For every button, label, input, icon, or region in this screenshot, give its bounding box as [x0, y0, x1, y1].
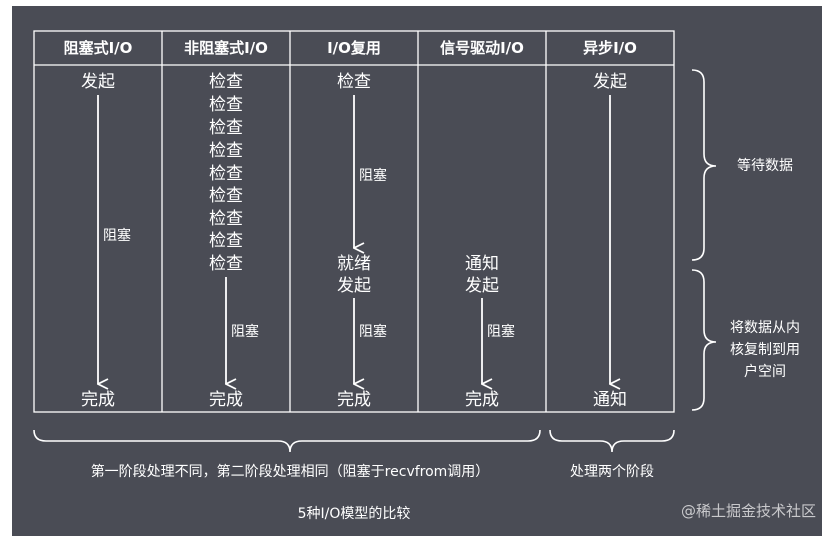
- nonblocking-check-5: 检查: [209, 164, 243, 184]
- nonblocking-check-2: 检查: [209, 95, 243, 115]
- arrows: [98, 95, 610, 384]
- signal-start-label: 发起: [465, 276, 499, 296]
- signal-notify-label: 通知: [465, 254, 499, 274]
- table-grid: [33, 30, 675, 413]
- multiplexing-ready-label: 就绪: [337, 254, 371, 274]
- copy-phase-label-line-3: 户空间: [744, 363, 786, 380]
- nonblocking-check-8: 检查: [209, 231, 243, 251]
- diagram-title: 5种I/O模型的比较: [298, 506, 411, 522]
- column-headers: 阻塞式I/O 非阻塞式I/O I/O复用 信号驱动I/O 异步I/O: [64, 39, 637, 57]
- copy-phase-label-line-2: 核复制到用: [730, 341, 800, 358]
- copy-phase-label-line-1: 将数据从内: [730, 320, 800, 336]
- copy-phase-brace: [691, 269, 717, 411]
- header-nonblocking-io: 非阻塞式I/O: [184, 39, 268, 57]
- signal-end-label: 完成: [465, 390, 499, 410]
- first-four-models-brace: [33, 429, 541, 453]
- blocking-start-label: 发起: [81, 72, 115, 92]
- phase-braces: [691, 69, 717, 411]
- table-border: [33, 30, 675, 413]
- multiplexing-block-label-2: 阻塞: [359, 323, 387, 340]
- multiplexing-start-label: 发起: [337, 276, 371, 296]
- nonblocking-check-3: 检查: [209, 118, 243, 138]
- nonblocking-check-9: 检查: [209, 254, 243, 274]
- blocking-block-label: 阻塞: [103, 227, 131, 244]
- header-io-multiplexing: I/O复用: [327, 39, 381, 57]
- nonblocking-end-label: 完成: [209, 390, 243, 410]
- column-async: 发起 通知: [593, 72, 627, 410]
- wait-phase-brace: [691, 69, 717, 261]
- wait-phase-label: 等待数据: [737, 157, 793, 174]
- multiplexing-end-label: 完成: [337, 390, 371, 410]
- multiplexing-check-label: 检查: [337, 72, 371, 92]
- multiplexing-block-label-1: 阻塞: [359, 167, 387, 184]
- async-start-label: 发起: [593, 72, 627, 92]
- async-model-caption: 处理两个阶段: [570, 464, 654, 480]
- async-end-label: 通知: [593, 390, 627, 410]
- column-blocking: 发起 阻塞 完成: [81, 72, 131, 410]
- header-blocking-io: 阻塞式I/O: [64, 39, 133, 57]
- blocking-end-label: 完成: [81, 390, 115, 410]
- watermark-label: @稀土掘金技术社区: [681, 502, 816, 520]
- column-multiplexing: 检查 阻塞 就绪 发起 阻塞 完成: [337, 72, 387, 410]
- nonblocking-block-label: 阻塞: [231, 323, 259, 340]
- nonblocking-check-6: 检查: [209, 186, 243, 206]
- header-signal-driven-io: 信号驱动I/O: [440, 39, 524, 57]
- nonblocking-check-4: 检查: [209, 141, 243, 161]
- bottom-braces: [33, 429, 675, 453]
- column-signal-driven: 通知 发起 阻塞 完成: [465, 254, 515, 410]
- header-async-io: 异步I/O: [583, 39, 637, 57]
- column-nonblocking: 检查 检查 检查 检查 检查 检查 检查 检查 检查 阻塞 完成: [209, 72, 259, 410]
- first-four-models-caption: 第一阶段处理不同，第二阶段处理相同（阻塞于recvfrom调用）: [91, 463, 490, 480]
- nonblocking-check-1: 检查: [209, 72, 243, 92]
- signal-block-label: 阻塞: [487, 323, 515, 340]
- diagram-panel: [12, 6, 822, 536]
- async-model-brace: [549, 429, 675, 453]
- nonblocking-check-7: 检查: [209, 209, 243, 229]
